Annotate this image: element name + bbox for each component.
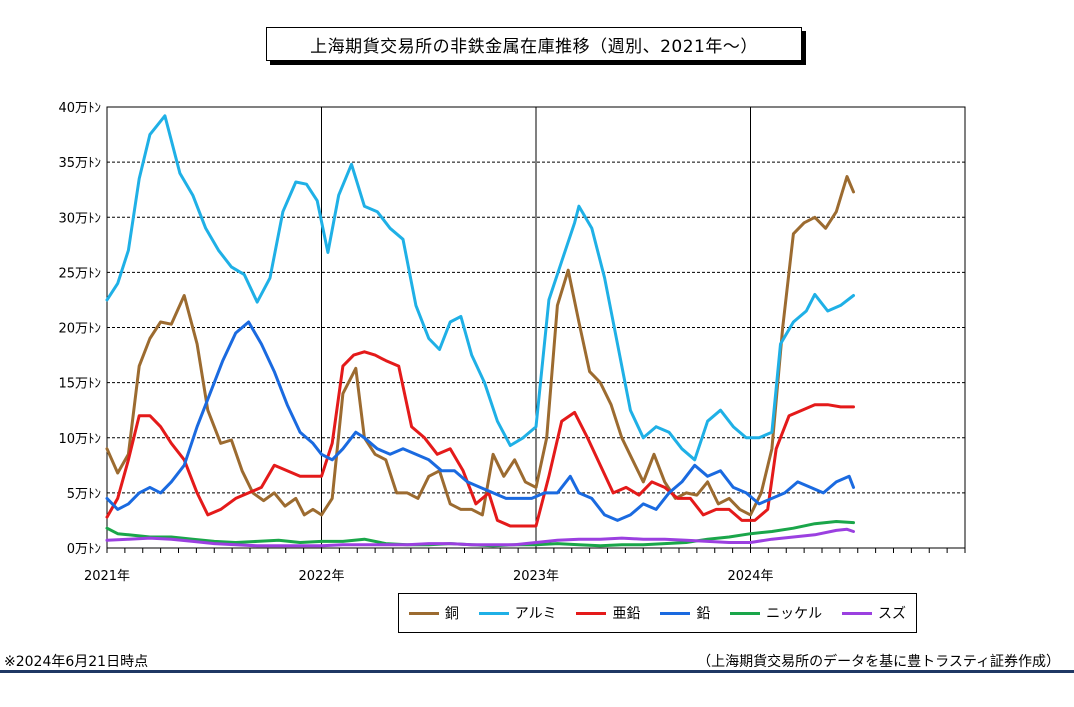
legend-item-lead: 鉛 — [660, 603, 710, 623]
legend-item-tin: スズ — [842, 603, 906, 623]
x-tick-label: 2022年 — [298, 569, 344, 584]
x-tick-label: 2021年 — [84, 569, 130, 584]
legend-label-nickel: ニッケル — [766, 606, 823, 622]
legend-item-aluminium: アルミ — [478, 603, 557, 623]
y-tick-label: 35万ﾄﾝ — [58, 156, 101, 171]
y-tick-label: 40万ﾄﾝ — [58, 101, 101, 116]
legend-swatch-copper — [408, 611, 439, 615]
legend-label-aluminium: アルミ — [514, 606, 557, 622]
legend-swatch-aluminium — [478, 611, 509, 615]
y-tick-label: 0万ﾄﾝ — [67, 542, 101, 557]
x-tick-label: 2024年 — [727, 569, 773, 584]
legend: 銅 アルミ 亜鉛 鉛 ニッケル スズ — [398, 593, 917, 633]
y-tick-label: 10万ﾄﾝ — [58, 432, 101, 447]
series-line-5 — [105, 527, 855, 548]
legend-swatch-nickel — [730, 611, 761, 615]
x-tick-label: 2023年 — [513, 569, 559, 584]
legend-label-lead: 鉛 — [696, 606, 711, 622]
legend-label-tin: スズ — [878, 606, 907, 622]
footnote: ※2024年6月21日時点 — [4, 654, 149, 670]
legend-label-zinc: 亜鉛 — [612, 606, 641, 622]
chart-title: 上海期貨交易所の非鉄金属在庫推移（週別、2021年～） — [266, 27, 802, 61]
y-tick-label: 25万ﾄﾝ — [58, 266, 101, 281]
legend-swatch-lead — [660, 611, 691, 615]
series-line-3 — [105, 320, 855, 522]
series-line-0 — [105, 175, 855, 517]
legend-item-zinc: 亜鉛 — [576, 603, 640, 623]
legend-swatch-tin — [842, 611, 873, 615]
source-note: （上海期貨交易所のデータを基に豊トラスティ証券作成） — [697, 654, 1060, 670]
legend-item-nickel: ニッケル — [730, 603, 822, 623]
legend-item-copper: 銅 — [408, 603, 459, 623]
y-tick-label: 15万ﾄﾝ — [58, 377, 101, 392]
series-line-2 — [105, 350, 855, 528]
y-tick-label: 20万ﾄﾝ — [58, 322, 101, 337]
series-line-1 — [105, 114, 855, 462]
bottom-rule — [0, 670, 1074, 673]
y-tick-label: 30万ﾄﾝ — [58, 211, 101, 226]
legend-swatch-zinc — [576, 611, 607, 615]
legend-label-copper: 銅 — [444, 606, 459, 622]
y-tick-label: 5万ﾄﾝ — [67, 487, 101, 502]
chart-title-text: 上海期貨交易所の非鉄金属在庫推移（週別、2021年～） — [310, 36, 758, 57]
